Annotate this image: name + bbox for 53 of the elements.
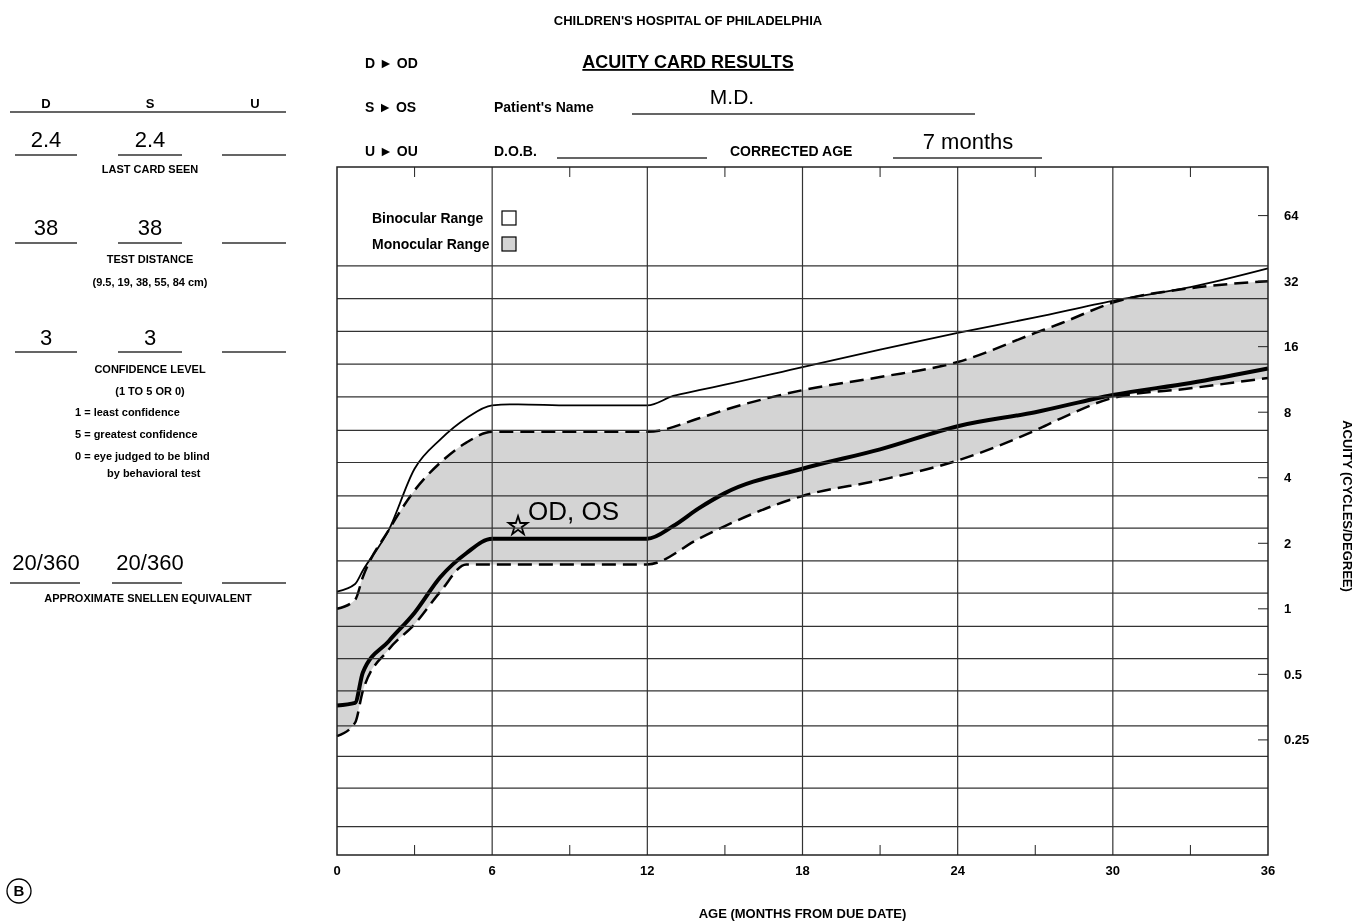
y-axis-title: ACUITY (CYCLES/DEGREE): [1340, 420, 1355, 592]
text: 3: [39, 325, 53, 350]
text: U ► OU: [365, 143, 418, 159]
y-tick-label: 4: [1284, 470, 1292, 486]
text: S ► OS: [365, 99, 417, 115]
x-tick-label: 0: [333, 863, 341, 878]
legend-label: Monocular Range: [372, 235, 490, 252]
text: TEST DISTANCE: [106, 253, 194, 265]
text: B: [13, 882, 25, 899]
text: D: [41, 96, 51, 111]
text: S: [145, 96, 155, 111]
text: APPROXIMATE SNELLEN EQUIVALENT: [44, 592, 252, 604]
text: CORRECTED AGE: [730, 143, 853, 159]
x-tick-label: 12: [640, 863, 655, 878]
text: 5 = greatest confidence: [75, 428, 198, 440]
text: 38: [33, 215, 59, 240]
text: D.O.B.: [494, 143, 537, 159]
y-tick-label: 0.25: [1284, 732, 1310, 748]
annotation: OD, OS: [528, 496, 620, 527]
text: by behavioral test: [107, 467, 201, 479]
text: U: [250, 96, 260, 111]
text: M.D.: [709, 85, 755, 108]
x-tick-label: 36: [1260, 863, 1276, 878]
x-tick-label: 24: [950, 863, 966, 878]
text: D ► OD: [365, 55, 418, 71]
y-tick-label: 16: [1284, 339, 1299, 355]
y-tick-label: 64: [1284, 208, 1300, 224]
legend-label: Binocular Range: [372, 209, 484, 226]
text: (9.5, 19, 38, 55, 84 cm): [92, 276, 208, 288]
text: 20/360: [12, 550, 80, 575]
text: LAST CARD SEEN: [101, 163, 199, 175]
y-tick-label: 8: [1284, 404, 1292, 420]
text: 2.4: [134, 127, 166, 152]
text: 0 = eye judged to be blind: [75, 450, 210, 462]
y-tick-label: 32: [1284, 273, 1299, 289]
text: (1 TO 5 OR 0): [115, 385, 186, 397]
y-tick-label: 1: [1284, 601, 1292, 617]
text: 3: [143, 325, 157, 350]
text: Patient's Name: [494, 99, 595, 115]
text: 7 months: [922, 129, 1014, 154]
text: CONFIDENCE LEVEL: [94, 363, 206, 375]
x-axis-title: AGE (MONTHS FROM DUE DATE): [698, 906, 907, 921]
text: 2.4: [30, 127, 62, 152]
text: 38: [137, 215, 163, 240]
y-tick-label: 0.5: [1284, 666, 1303, 682]
y-tick-label: 2: [1284, 535, 1292, 551]
x-tick-label: 6: [488, 863, 496, 878]
text: 20/360: [116, 550, 184, 575]
text: 1 = least confidence: [75, 406, 180, 418]
x-tick-label: 30: [1105, 863, 1121, 878]
text: CHILDREN'S HOSPITAL OF PHILADELPHIA: [553, 13, 823, 28]
x-tick-label: 18: [795, 863, 810, 878]
chart-title: ACUITY CARD RESULTS: [582, 52, 794, 72]
